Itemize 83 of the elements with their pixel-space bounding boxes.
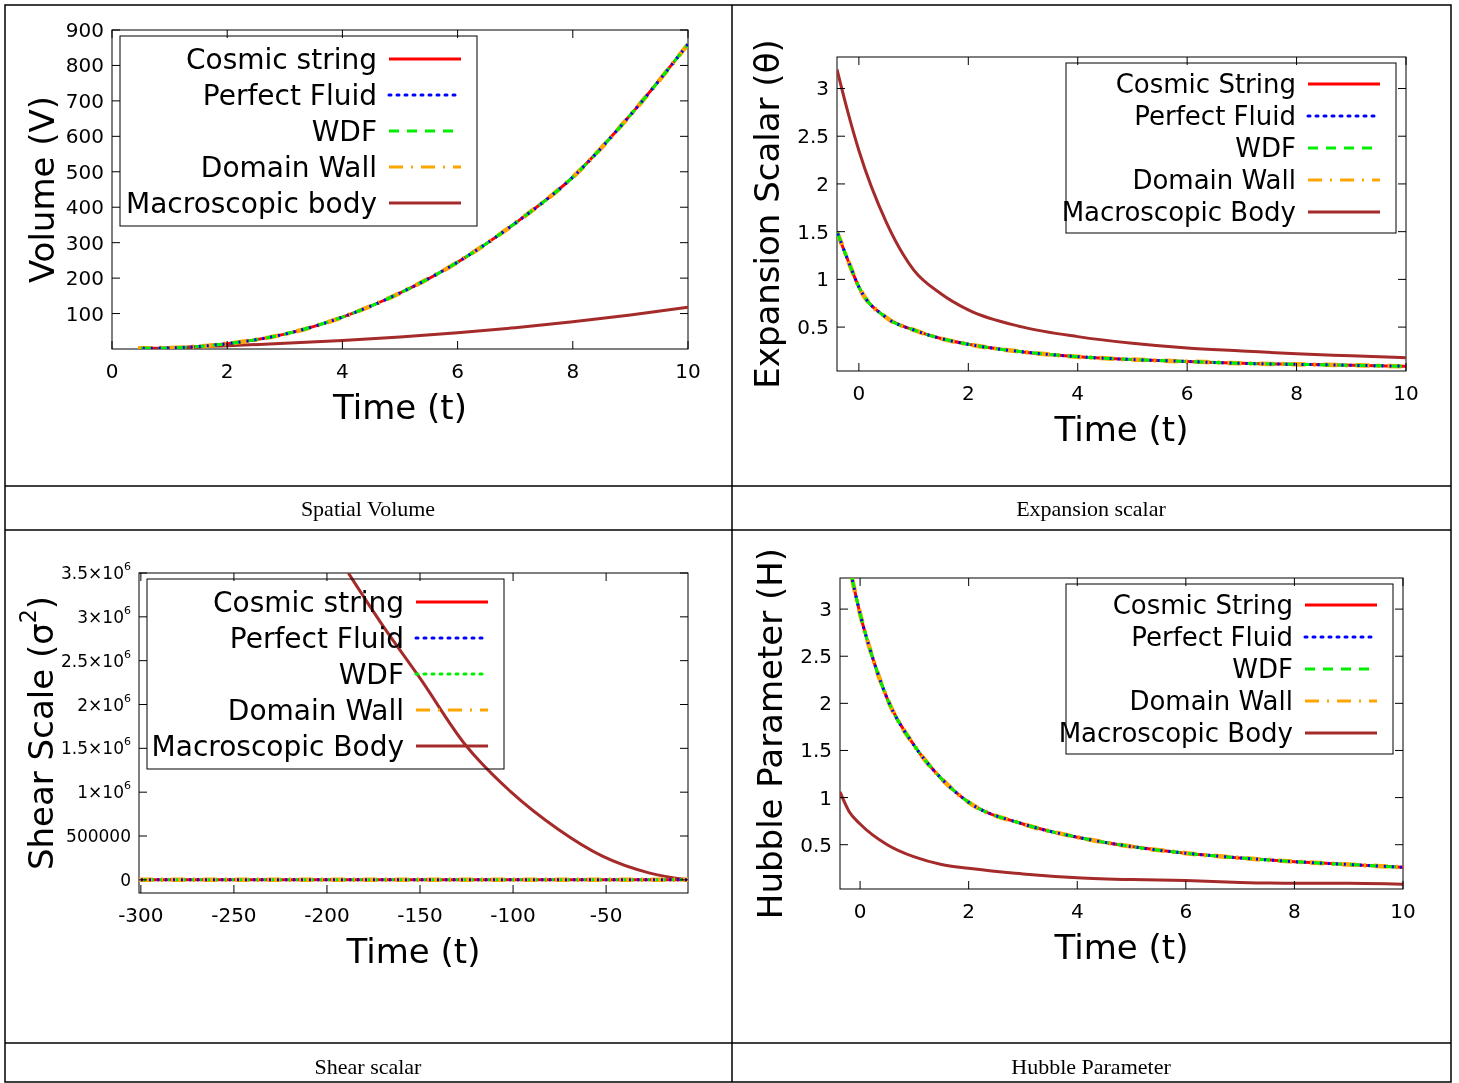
x-axis-title: Time (t) xyxy=(1053,927,1189,967)
x-tick-label: -150 xyxy=(397,903,443,927)
x-tick-label: 4 xyxy=(1071,381,1085,405)
legend-label: Cosmic String xyxy=(1112,590,1293,620)
y-tick-label: 2×10$^{6}$ xyxy=(77,691,131,715)
y-tick-label: 100 xyxy=(65,301,104,326)
legend-label: Macroscopic Body xyxy=(1058,718,1293,748)
y-tick-label: 2.5×10$^{6}$ xyxy=(61,647,131,671)
legend-label: Cosmic string xyxy=(186,42,377,76)
legend-label: Cosmic String xyxy=(1115,69,1296,99)
y-tick-label: 2.5 xyxy=(797,124,829,149)
x-axis-title: Time (t) xyxy=(332,387,467,427)
legend-label: Domain Wall xyxy=(227,693,404,727)
legend-label: WDF xyxy=(311,114,377,148)
y-tick-label: 1.5 xyxy=(797,219,829,244)
y-tick-label: 2 xyxy=(819,691,832,716)
y-tick-label: 3 xyxy=(816,76,829,101)
x-axis-title: Time (t) xyxy=(1053,409,1189,449)
y-tick-label: 800 xyxy=(65,53,104,78)
x-tick-label: -50 xyxy=(589,903,623,927)
x-tick-label: -100 xyxy=(490,903,536,927)
y-tick-label: 300 xyxy=(65,230,104,255)
y-axis-title: Hubble Parameter (H) xyxy=(750,547,790,920)
legend-label: WDF xyxy=(338,657,404,691)
x-axis-title: Time (t) xyxy=(345,931,481,971)
y-tick-label: 3.5×10$^{6}$ xyxy=(61,560,131,583)
x-tick-label: 6 xyxy=(1180,381,1194,405)
y-tick-label: 400 xyxy=(65,195,104,220)
x-tick-label: 10 xyxy=(1393,381,1419,405)
x-tick-label: 8 xyxy=(566,359,580,383)
x-tick-label: 0 xyxy=(853,899,867,923)
legend-label: Perfect Fluid xyxy=(202,78,377,112)
y-tick-label: 2.5 xyxy=(800,644,832,669)
y-tick-label: 3 xyxy=(819,597,832,622)
x-tick-label: 8 xyxy=(1290,381,1303,405)
legend-label: WDF xyxy=(1235,133,1296,163)
text: Shear scalar xyxy=(314,1053,423,1079)
legend-label: Macroscopic Body xyxy=(151,729,404,763)
legend-label: Perfect Fluid xyxy=(1134,101,1296,131)
y-tick-label: 1.5 xyxy=(800,738,832,763)
x-tick-label: 6 xyxy=(451,359,464,383)
line-series xyxy=(837,67,1406,360)
y-axis-title: Volume (V) xyxy=(22,95,62,284)
x-tick-label: 10 xyxy=(1390,899,1416,923)
y-axis-title: Expansion Scalar (θ) xyxy=(747,39,787,389)
x-tick-label: -200 xyxy=(304,903,350,927)
y-tick-label: 0.5 xyxy=(797,315,829,340)
y-tick-label: 2 xyxy=(816,171,829,196)
x-tick-label: 0 xyxy=(852,381,866,405)
text: Hubble Parameter xyxy=(1011,1053,1172,1079)
x-tick-label: -250 xyxy=(211,903,257,927)
text: Expansion scalar xyxy=(1016,495,1167,521)
x-tick-label: -300 xyxy=(118,903,164,927)
legend-label: Domain Wall xyxy=(1129,686,1293,716)
y-tick-label: 500000 xyxy=(66,826,131,847)
legend-label: Domain Wall xyxy=(1132,165,1296,195)
x-tick-label: 2 xyxy=(220,359,234,383)
x-tick-label: 4 xyxy=(336,359,349,383)
y-tick-label: 500 xyxy=(65,159,104,184)
legend-label: Perfect Fluid xyxy=(1131,622,1293,652)
x-tick-label: 6 xyxy=(1179,899,1193,923)
y-tick-label: 0 xyxy=(120,869,131,890)
x-tick-label: 10 xyxy=(675,359,701,383)
line-series xyxy=(840,790,1403,886)
y-tick-label: 1 xyxy=(816,267,829,292)
y-tick-label: 1 xyxy=(819,785,832,810)
x-tick-label: 2 xyxy=(962,899,976,923)
x-tick-label: 8 xyxy=(1288,899,1301,923)
y-tick-label: 200 xyxy=(65,266,104,291)
y-tick-label: 1.5×10$^{6}$ xyxy=(61,735,131,759)
y-tick-label: 900 xyxy=(65,18,104,42)
legend-label: Macroscopic Body xyxy=(1061,197,1296,227)
y-tick-label: 0.5 xyxy=(800,832,832,857)
y-tick-label: 700 xyxy=(65,88,104,113)
legend-label: Domain Wall xyxy=(200,150,377,184)
legend-label: Macroscopic body xyxy=(126,186,377,220)
legend-label: WDF xyxy=(1232,654,1293,684)
x-tick-label: 2 xyxy=(961,381,975,405)
text: Spatial Volume xyxy=(300,495,436,521)
y-tick-label: 600 xyxy=(65,124,104,149)
y-tick-label: 1×10$^{6}$ xyxy=(77,779,131,803)
y-tick-label: 3×10$^{6}$ xyxy=(77,603,131,627)
x-tick-label: 4 xyxy=(1070,899,1084,923)
